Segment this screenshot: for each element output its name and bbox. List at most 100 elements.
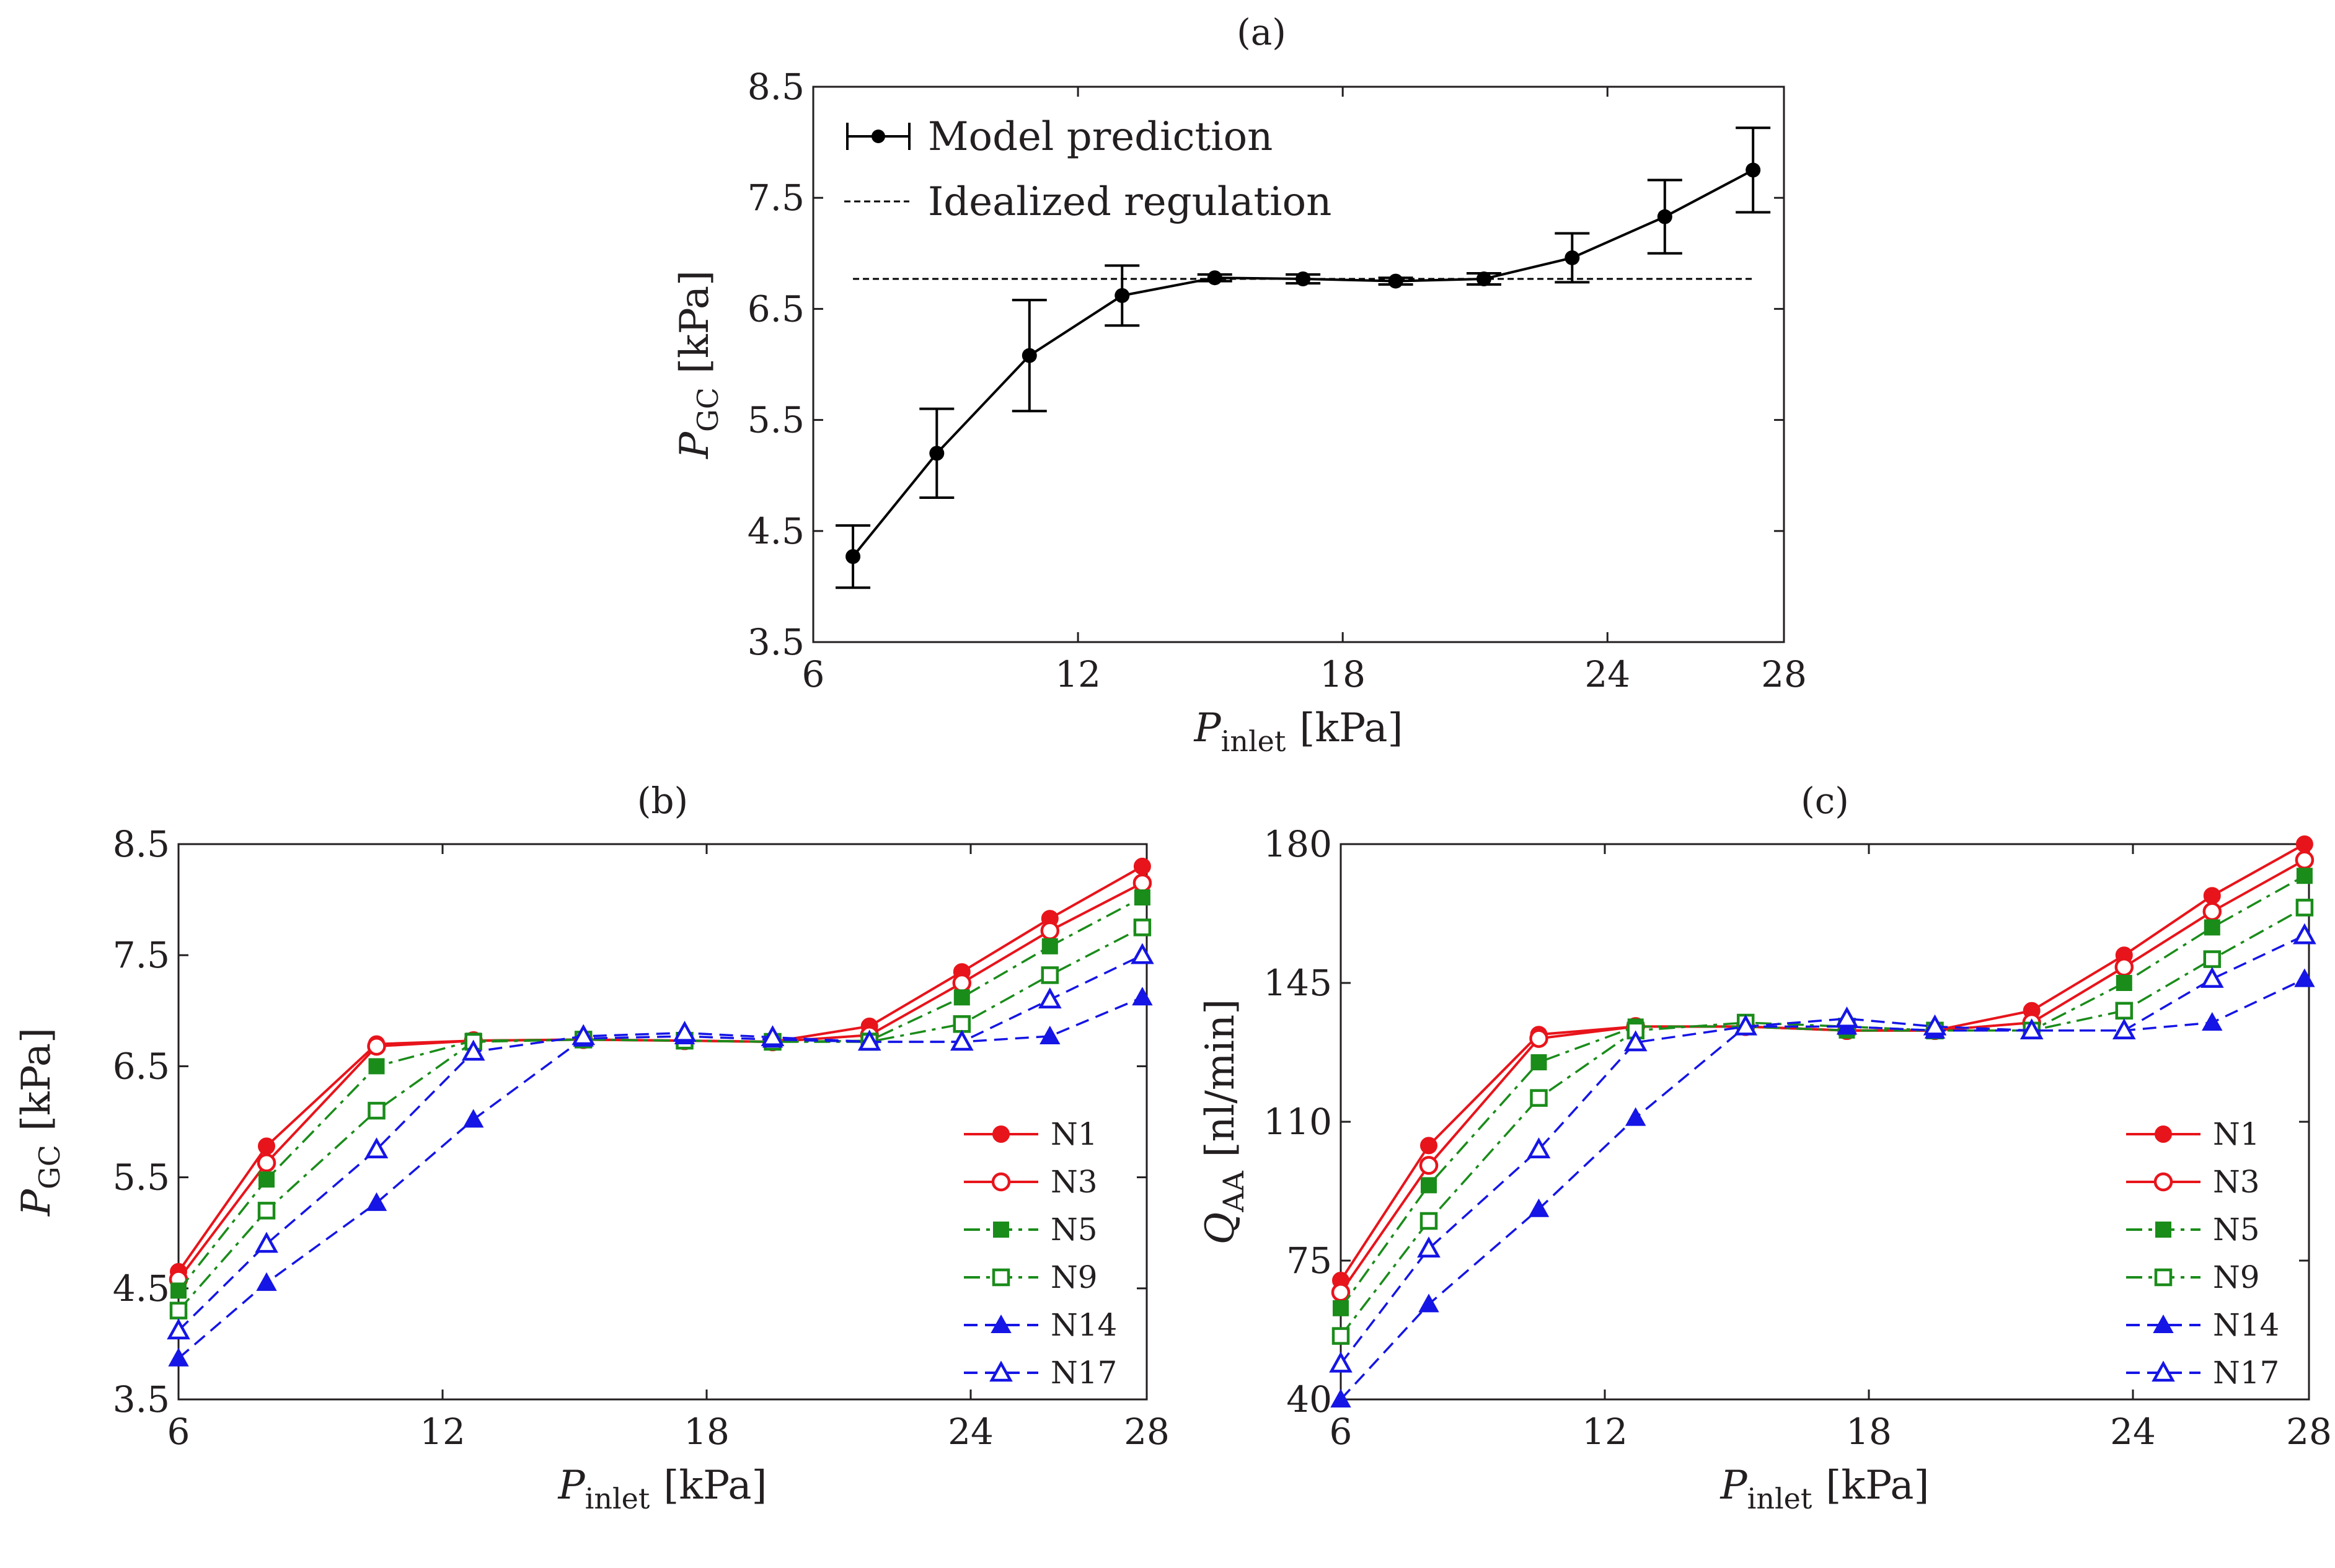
y-tick-label: 5.5 (113, 1156, 170, 1199)
data-point (1132, 987, 1153, 1006)
data-point (461, 1039, 485, 1061)
data-point (1565, 250, 1580, 265)
data-point (170, 1282, 187, 1299)
data-point (2200, 966, 2224, 988)
x-tick-label: 12 (1582, 1411, 1628, 1453)
data-point (1657, 209, 1672, 224)
data-point (673, 1021, 697, 1042)
data-point (2203, 950, 2222, 968)
panel-c: (c) 6 12 18 24 28 40 75 110 145 180 Pinlet [kPa] QAA [… (1198, 780, 2332, 1515)
data-point (364, 1137, 389, 1159)
y-tick-label: 180 (1263, 823, 1332, 865)
x-label-main: P (558, 1463, 586, 1509)
data-point (1330, 1388, 1351, 1407)
data-point (1388, 273, 1403, 289)
series-line (1340, 874, 2305, 1309)
y-tick-label: 4.5 (748, 510, 805, 552)
x-tick-label: 18 (684, 1411, 730, 1453)
legend-marker-model (872, 130, 885, 143)
data-point (1419, 1156, 1439, 1175)
data-point (1115, 288, 1130, 303)
x-tick-label: 24 (948, 1411, 994, 1453)
legend-label: N17 (1051, 1355, 1117, 1391)
data-point (1528, 1198, 1550, 1217)
y-label-main: Q (1198, 1212, 1243, 1244)
x-axis-label: Pinlet [kPa] (1194, 705, 1403, 758)
data-point (1421, 1177, 1437, 1194)
x-tick-label: 12 (1055, 653, 1101, 695)
y-tick-label: 3.5 (748, 621, 805, 663)
x-label-main: P (1194, 705, 1222, 751)
x-label-main: P (1720, 1463, 1748, 1509)
data-point (1746, 162, 1761, 178)
legend-marker (2153, 1172, 2173, 1192)
data-point (1419, 1212, 1438, 1230)
y-tick-label: 8.5 (113, 823, 170, 865)
x-label-sub: inlet (1221, 725, 1286, 758)
legend-label: N9 (1051, 1259, 1098, 1295)
data-point (1039, 1025, 1061, 1045)
data-point (1530, 1089, 1548, 1107)
data-point (1417, 1236, 1441, 1258)
x-label-sub: inlet (585, 1482, 650, 1515)
data-point (2019, 1018, 2044, 1040)
data-point (2112, 1018, 2136, 1040)
legend-marker (992, 1268, 1010, 1287)
legend-label-model: Model prediction (928, 114, 1273, 160)
legend-label: N9 (2213, 1259, 2260, 1295)
y-tick-label: 6.5 (113, 1045, 170, 1087)
x-tick-label: 24 (2110, 1411, 2156, 1453)
legend-label: N5 (2213, 1212, 2260, 1248)
data-point (952, 973, 972, 993)
data-point (1040, 921, 1060, 941)
data-point (169, 1302, 188, 1319)
panel-title: (c) (1801, 780, 1849, 822)
y-tick-label: 8.5 (748, 66, 805, 108)
legend-marker (2155, 1222, 2171, 1238)
y-label-unit: [kPa] (672, 270, 718, 374)
data-point (1296, 271, 1311, 287)
data-point (1207, 270, 1222, 286)
data-point (1333, 1300, 1349, 1316)
data-point (761, 1025, 785, 1047)
data-point (2116, 975, 2132, 991)
data-point (857, 1029, 881, 1051)
x-label-unit: [kPa] (663, 1463, 767, 1509)
data-point (953, 989, 970, 1006)
legend-marker (2153, 1314, 2174, 1333)
y-tick-label: 7.5 (113, 934, 170, 976)
data-point (1041, 966, 1059, 984)
plot-frame (177, 843, 1148, 1401)
x-tick-label: 6 (802, 653, 825, 695)
y-label-main: P (14, 1189, 60, 1217)
legend-label: N3 (2213, 1164, 2260, 1200)
data-point (1734, 1014, 1758, 1036)
y-label-unit: [kPa] (14, 1028, 60, 1131)
data-point (2294, 968, 2315, 987)
data-point (2204, 919, 2220, 936)
x-tick-label: 24 (1584, 653, 1630, 695)
data-point (1529, 1029, 1548, 1048)
x-axis-label: Pinlet [kPa] (558, 1463, 767, 1515)
x-axis-label: Pinlet [kPa] (1720, 1463, 1930, 1515)
data-point (168, 1347, 189, 1367)
legend-marker (992, 1125, 1010, 1143)
data-point (1530, 1054, 1547, 1070)
y-tick-label: 4.5 (113, 1267, 170, 1310)
x-tick-label: 28 (2286, 1411, 2332, 1453)
y-label-sub: GC (33, 1145, 66, 1189)
x-tick-label: 28 (1761, 653, 1807, 695)
y-tick-label: 110 (1263, 1101, 1332, 1143)
legend-marker (2155, 1125, 2172, 1143)
y-tick-label: 5.5 (748, 399, 805, 441)
data-point (1038, 987, 1062, 1009)
data-point (1420, 1137, 1437, 1155)
panel-a: (a) 6 12 18 24 28 3.5 4.5 5.5 6.5 7.5 8.5 Pinlet [kPa… (672, 11, 1807, 758)
y-axis-label: PGC [kPa] (672, 270, 725, 459)
data-point (950, 1029, 974, 1051)
y-tick-label: 75 (1286, 1240, 1332, 1282)
data-point (2295, 850, 2315, 870)
data-point (1133, 857, 1151, 875)
